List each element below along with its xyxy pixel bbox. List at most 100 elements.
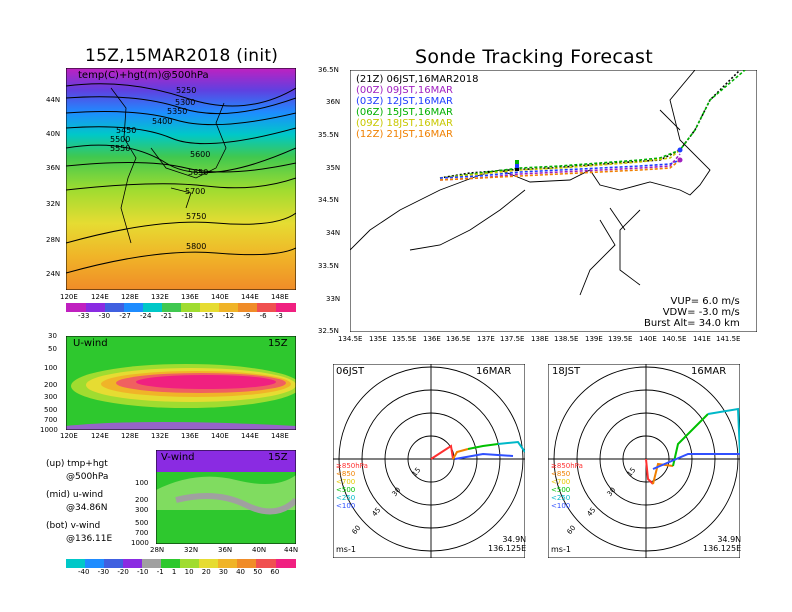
run-entry: (12Z) 21JST,16MAR [356,129,454,140]
run-entry: (09Z) 18JST,16MAR [356,118,454,129]
level-entry: <850 [336,470,356,478]
lon-label: 140E [211,293,229,301]
level-entry: <250 [336,494,356,502]
lon-label: 134.5E [338,335,363,343]
lat-label: 32N [46,200,61,208]
legend-line: @136.11E [66,534,113,544]
temperature-colorbar [66,303,296,312]
lon-label: 140.5E [662,335,687,343]
lon-label: 132E [151,432,169,440]
lon-label: 139.5E [608,335,633,343]
temperature-colorbar-labels: -33 -30 -27 -24 -21 -18 -15 -12 -9 -6 -3 [78,312,283,320]
hodo-right-position: 34.9N 136.125E [703,535,741,553]
u-wind-panel [66,336,296,430]
position-lat: 34.9N [502,535,527,544]
tick-label: -20 [117,568,129,576]
tick-label: 40 [236,568,245,576]
lat-label: 40N [46,130,61,138]
tick-label: -15 [202,312,214,320]
lat-label: 34N [326,229,341,237]
p-label: 700 [44,416,58,424]
param-vdw: VDW= -3.0 m/s [662,307,740,318]
lon-label: 136.5E [446,335,471,343]
lat-label: 36N [326,98,341,106]
tick-label: -1 [156,568,164,576]
lon-label: 137.5E [500,335,525,343]
run-entry: (21Z) 06JST,16MAR2018 [356,74,479,85]
contour-label: 5600 [190,150,211,159]
tick-label: -12 [222,312,235,320]
lon-label: 136E [181,293,199,301]
p-label: 30 [48,332,57,340]
level-legend-left: ≥850hPa <850 <700 <500 <250 <100 [336,462,368,510]
wind-colorbar [66,559,296,568]
level-entry: <100 [336,502,356,510]
contour-label: 5750 [186,212,207,221]
wind-colorbar-labels: -40 -30 -20 -10 -1 1 10 20 30 40 50 60 [78,568,279,576]
p-label: 500 [135,519,149,527]
hodo-left-date: 16MAR [476,366,512,377]
p-label: 1000 [40,426,58,434]
run-entry: (03Z) 12JST,16MAR [356,96,454,107]
legend-line: @500hPa [66,472,109,482]
tick-label: 10 [184,568,194,576]
lon-label: 124E [91,293,109,301]
level-entry: <700 [551,478,571,486]
tick-label: -21 [160,312,173,320]
tick-label: -24 [140,312,152,320]
lon-label: 120E [60,432,78,440]
level-entry: ≥850hPa [551,462,583,470]
level-entry: <100 [551,502,571,510]
p-label: 500 [44,406,58,414]
right-title: Sonde Tracking Forecast [415,46,653,68]
tick-label: 60 [270,568,280,576]
contour-label: 5500 [110,135,131,144]
run-entry: (06Z) 15JST,16MAR [356,107,454,118]
contour-label: 5350 [167,107,188,116]
tick-label: -18 [181,312,193,320]
contour-label: 5450 [116,126,137,135]
contour-label: 5800 [186,242,207,251]
position-lat: 34.9N [717,535,742,544]
hodo-right-date: 16MAR [691,366,727,377]
tick-label: -6 [259,312,267,320]
lat-label: 33N [326,295,341,303]
p-label: 50 [48,345,57,353]
hodograph-right [548,364,740,558]
lat-label: 33.5N [318,262,339,270]
lon-label: 136E [423,335,441,343]
level-entry: <500 [336,486,356,494]
p-label: 700 [135,529,149,537]
lat-label: 44N [46,96,61,104]
lat-label: 32.5N [318,327,339,335]
contour-label: 5650 [188,168,209,177]
tick-label: -27 [119,312,131,320]
p-label: 300 [135,506,149,514]
p-label: 200 [135,496,149,504]
v-wind-title: V-wind [161,452,195,463]
panel-legend: (up) tmp+hgt @500hPa (mid) u-wind @34.86… [46,458,112,546]
lon-label: 138E [531,335,549,343]
left-title: 15Z,15MAR2018 (init) [85,46,279,66]
lon-label: 135E [369,335,387,343]
run-entry: (00Z) 09JST,16MAR [356,85,454,96]
lon-label: 148E [271,293,289,301]
lon-label: 140E [639,335,657,343]
lat-label: 34.5N [318,196,339,204]
p-label: 300 [44,393,58,401]
level-entry: ≥850hPa [336,462,368,470]
lat-label: 44N [284,546,299,554]
contour-label: 5700 [185,187,206,196]
lon-label: 128E [121,293,139,301]
params-box: VUP= 6.0 m/s VDW= -3.0 m/s Burst Alt= 34… [644,296,740,329]
lon-label: 136E [181,432,199,440]
lat-label: 40N [252,546,267,554]
u-wind-time: 15Z [268,338,288,349]
level-entry: <500 [551,486,571,494]
tick-label: 20 [201,568,211,576]
lat-label: 28N [46,236,61,244]
contour-label: 5400 [152,117,173,126]
legend-line: (bot) v-wind [46,521,101,531]
lon-label: 144E [241,432,259,440]
hodo-left-time: 06JST [336,366,365,377]
